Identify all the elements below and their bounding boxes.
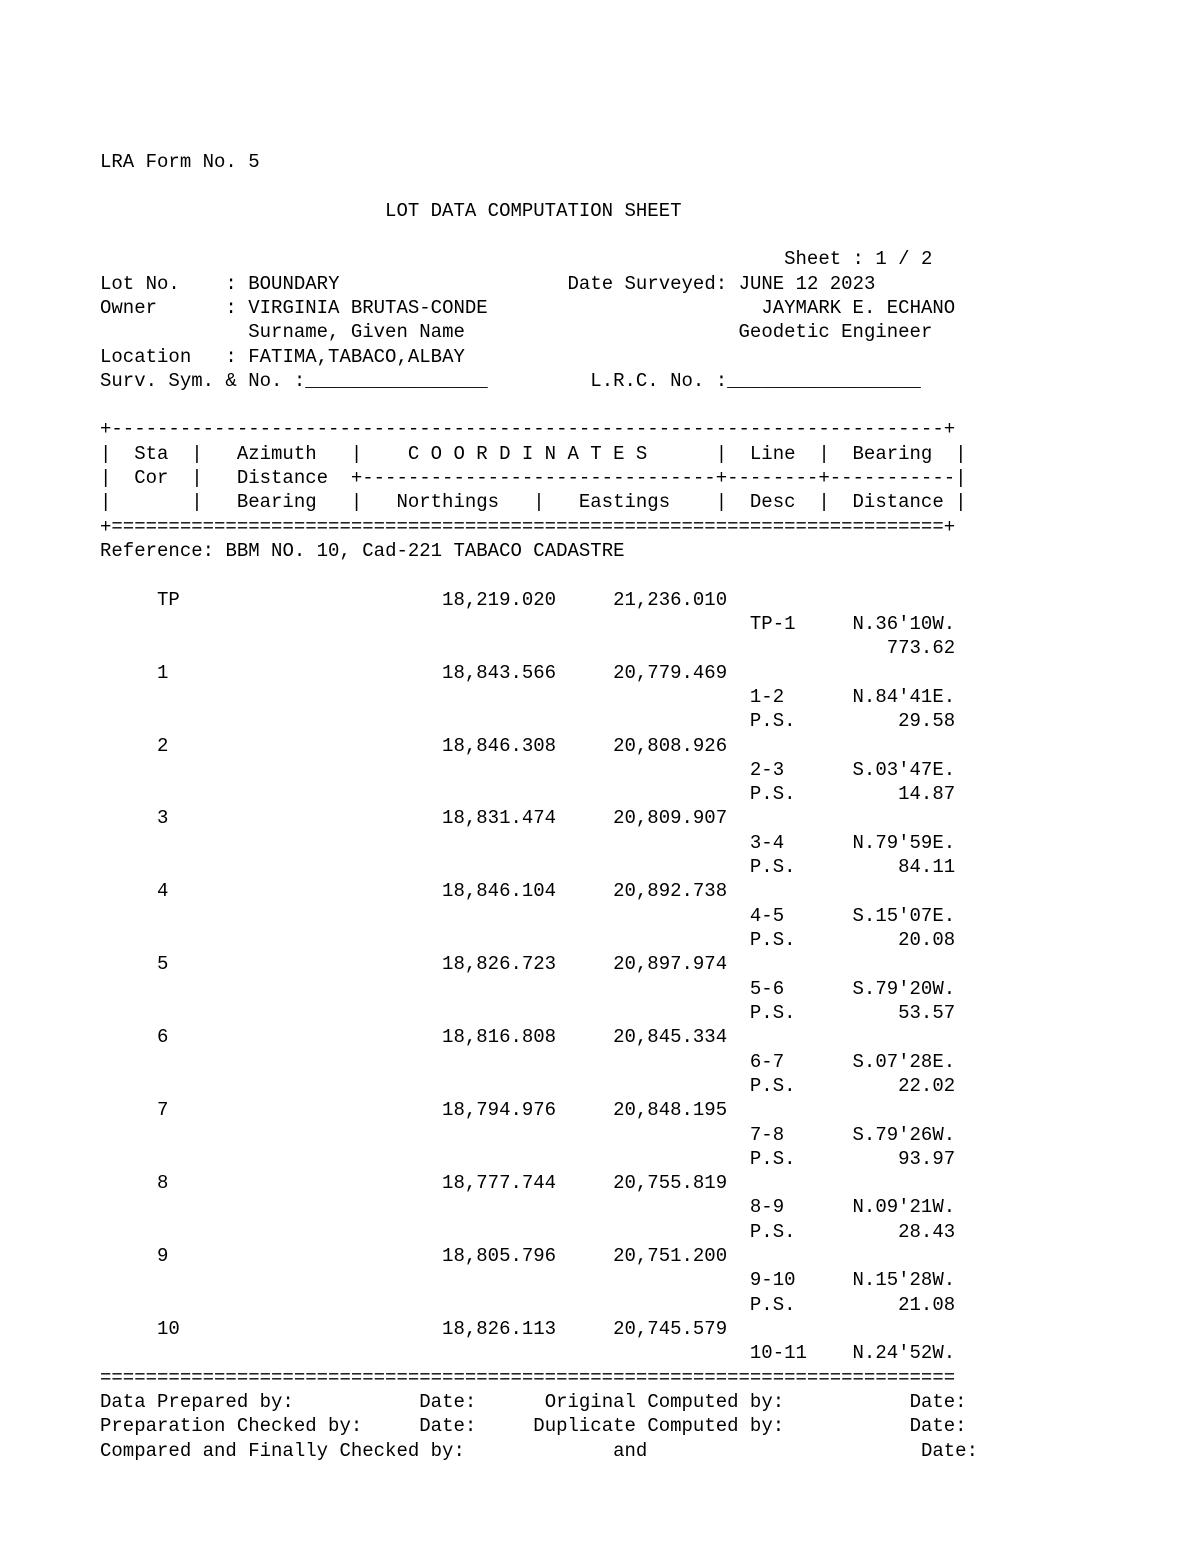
lrc-label: L.R.C. No. : [590,370,727,392]
lrc-blank: _________________ [727,370,921,392]
surveyor-title: Geodetic Engineer [739,321,933,343]
reference-label: Reference: [100,540,214,562]
location-value: FATIMA,TABACO,ALBAY [248,346,465,368]
sheet-line: Sheet : 1 / 2 [100,248,932,270]
location-label: Location [100,346,191,368]
lot-line: Lot No. : BOUNDARY Date Surveyed: JUNE 1… [100,273,875,295]
table-header-row3: | | Bearing | Northings | Eastings | Des… [100,491,967,513]
lot-no-value: BOUNDARY [248,273,339,295]
data-rows-container: TP 18,219.020 21,236.010 TP-1 N.36'10W. … [100,589,955,1365]
owner-label: Owner [100,297,157,319]
surname-line: Surname, Given Name Geodetic Engineer [100,321,932,343]
owner-value: VIRGINIA BRUTAS-CONDE [248,297,487,319]
sheet-value: 1 / 2 [875,248,932,270]
table-border-top: +---------------------------------------… [100,418,955,440]
sheet-label: Sheet : [784,248,864,270]
surv-sym-blank: ________________ [305,370,487,392]
footer-sep: ========================================… [100,1367,955,1389]
date-surveyed-value: JUNE 12 2023 [739,273,876,295]
location-line: Location : FATIMA,TABACO,ALBAY [100,346,465,368]
surname-note: Surname, Given Name [248,321,465,343]
title-line: LOT DATA COMPUTATION SHEET [100,200,682,222]
table-header-row1: | Sta | Azimuth | C O O R D I N A T E S … [100,443,967,465]
footer-line2: Preparation Checked by: Date: Duplicate … [100,1415,967,1437]
page-title: LOT DATA COMPUTATION SHEET [385,200,681,222]
table-header-row2: | Cor | Distance +----------------------… [100,467,967,489]
surv-sym-label: Surv. Sym. & No. : [100,370,305,392]
owner-line: Owner : VIRGINIA BRUTAS-CONDE JAYMARK E.… [100,297,955,319]
surv-sym-line: Surv. Sym. & No. :________________ L.R.C… [100,370,921,392]
date-surveyed-label: Date Surveyed: [568,273,728,295]
reference-value: BBM NO. 10, Cad-221 TABACO CADASTRE [225,540,624,562]
form-number: LRA Form No. 5 [100,151,260,173]
lot-no-label: Lot No. [100,273,180,295]
reference-line: Reference: BBM NO. 10, Cad-221 TABACO CA… [100,540,625,562]
table-border-bot: +=======================================… [100,516,955,538]
lot-data-sheet: LRA Form No. 5 LOT DATA COMPUTATION SHEE… [0,0,1200,1553]
surveyor-name: JAYMARK E. ECHANO [761,297,955,319]
footer-line3: Compared and Finally Checked by: and Dat… [100,1440,978,1462]
footer-line1: Data Prepared by: Date: Original Compute… [100,1391,967,1413]
